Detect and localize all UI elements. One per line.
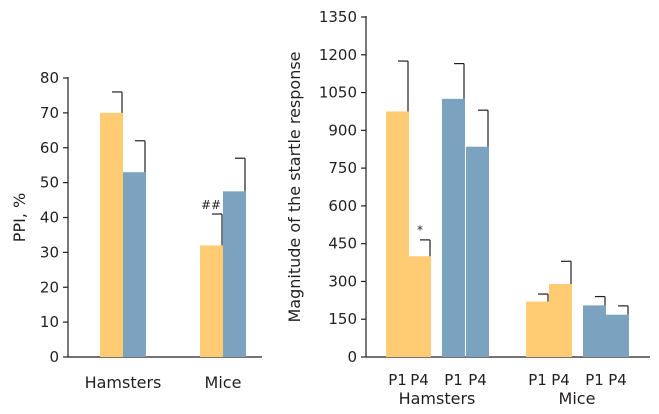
bar bbox=[583, 305, 606, 357]
y-tick-label: 20 bbox=[40, 278, 59, 296]
x-bar-label: P1 bbox=[528, 371, 547, 389]
bar bbox=[606, 314, 629, 357]
y-axis-title: PPI, % bbox=[10, 193, 29, 242]
x-bar-label: P1 bbox=[388, 371, 407, 389]
x-bar-label: P4 bbox=[468, 371, 487, 389]
bar bbox=[526, 301, 549, 357]
y-tick-label: 70 bbox=[40, 104, 59, 122]
y-tick-label: 60 bbox=[40, 139, 59, 157]
bar bbox=[442, 98, 465, 357]
y-tick-label: 750 bbox=[328, 159, 357, 177]
y-tick-label: 1050 bbox=[319, 84, 357, 102]
ppi-chart: 0 10 20 30 40 50 60 70 80 PPI, % Hamsters Mice ## bbox=[10, 69, 262, 392]
x-bar-label: P4 bbox=[608, 371, 627, 389]
startle-chart: 0 150 300 450 600 750 900 1050 1200 1350 Magnitude… bbox=[285, 8, 650, 408]
bar bbox=[386, 111, 409, 357]
y-tick-label: 50 bbox=[40, 174, 59, 192]
y-tick-label: 450 bbox=[328, 235, 357, 253]
x-bar-label: P4 bbox=[410, 371, 429, 389]
bar bbox=[223, 191, 246, 357]
y-tick-label: 30 bbox=[40, 243, 59, 261]
bar bbox=[408, 256, 431, 357]
bar bbox=[123, 172, 146, 357]
y-tick-label: 0 bbox=[347, 348, 357, 366]
y-tick-label: 900 bbox=[328, 121, 357, 139]
x-bar-label: P1 bbox=[444, 371, 463, 389]
y-tick-label: 40 bbox=[40, 209, 59, 227]
x-group-label: Hamsters bbox=[399, 389, 476, 408]
significance-annotation: * bbox=[417, 223, 423, 237]
bar bbox=[549, 283, 572, 357]
x-category-label: Hamsters bbox=[85, 373, 162, 392]
bar bbox=[100, 112, 123, 357]
y-tick-label: 80 bbox=[40, 69, 59, 87]
x-group-label: Mice bbox=[559, 389, 596, 408]
y-tick-label: 150 bbox=[328, 310, 357, 328]
y-axis-title: Magnitude of the startle response bbox=[285, 51, 304, 322]
y-tick-label: 10 bbox=[40, 313, 59, 331]
y-tick-label: 600 bbox=[328, 197, 357, 215]
bar bbox=[466, 146, 489, 357]
y-tick-label: 300 bbox=[328, 272, 357, 290]
significance-annotation: ## bbox=[201, 198, 221, 212]
bar bbox=[200, 245, 223, 357]
y-tick-label: 1350 bbox=[319, 8, 357, 26]
y-tick-label: 0 bbox=[49, 348, 59, 366]
y-tick-label: 1200 bbox=[319, 46, 357, 64]
x-bar-label: P4 bbox=[551, 371, 570, 389]
x-category-label: Mice bbox=[205, 373, 242, 392]
x-bar-label: P1 bbox=[585, 371, 604, 389]
